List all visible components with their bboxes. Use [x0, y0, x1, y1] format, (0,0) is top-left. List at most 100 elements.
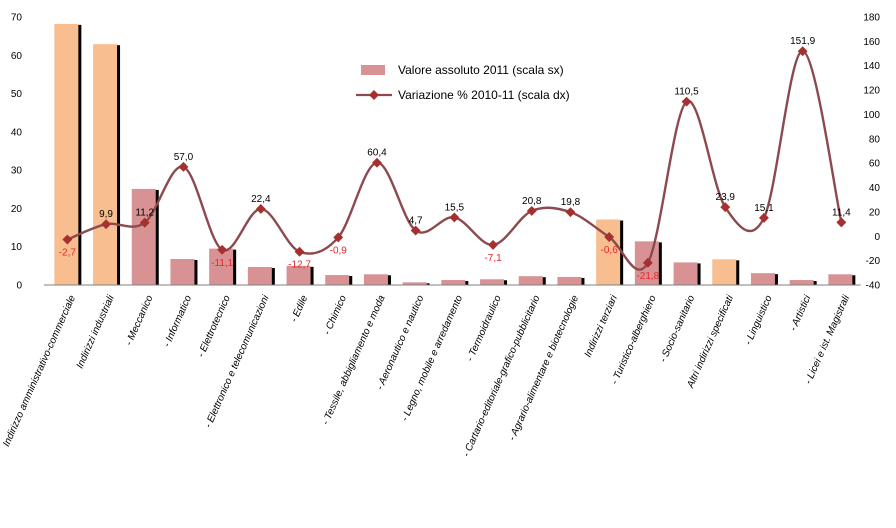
line-marker — [101, 219, 111, 230]
data-label: 15,5 — [445, 202, 465, 213]
y-tick-label: 60 — [11, 51, 23, 62]
category-label: - Socio-sanitario — [658, 293, 698, 364]
data-labels: -2,7 9,9 11,2 57,0 -11,1 22,4 -12,7 -0,9 60,4 4,7… — [59, 36, 851, 282]
bar — [828, 274, 853, 285]
line-marker — [720, 202, 731, 213]
category-label: - Turistico-alberghiero — [609, 293, 658, 386]
right-axis: -40 -20 0 20 40 60 80 100 120 140 160 180 — [863, 13, 880, 292]
line-marker — [488, 239, 498, 250]
data-label: 20,8 — [522, 196, 542, 207]
line-marker — [681, 96, 692, 107]
category-label: Indirizzi industriali — [75, 293, 117, 370]
y2-tick-label: 180 — [863, 13, 880, 24]
category-label: - Elettrotecnico — [196, 293, 233, 359]
y2-tick-label: 20 — [869, 207, 881, 218]
line-marker — [372, 157, 382, 168]
line-marker — [642, 257, 653, 268]
bar — [170, 258, 195, 285]
y-tick-label: 0 — [16, 281, 22, 292]
y2-tick-label: 0 — [874, 232, 880, 243]
category-label: - Agrario-alimentare e biotecnologie — [507, 293, 582, 442]
line-marker — [604, 232, 615, 242]
data-label: 60,4 — [367, 148, 387, 159]
data-label: 110,5 — [674, 87, 699, 98]
y-tick-label: 10 — [11, 242, 23, 253]
category-label: - Licei e ist. Magistrali — [803, 293, 852, 386]
data-label: -0,9 — [330, 245, 348, 256]
y2-tick-label: 40 — [869, 183, 881, 194]
y-tick-label: 70 — [11, 13, 23, 24]
data-label: -0,6 — [601, 245, 619, 256]
bar — [557, 276, 582, 285]
legend-bar-label: Valore assoluto 2011 (scala sx) — [398, 63, 564, 77]
line-marker — [333, 232, 344, 243]
category-label: Indirizzi terziari — [583, 293, 620, 359]
data-label: 11,2 — [135, 208, 154, 219]
line-marker — [217, 244, 228, 255]
line-marker — [526, 205, 537, 216]
bar — [93, 44, 118, 285]
bar — [712, 259, 737, 285]
bar — [286, 265, 311, 285]
line-marker — [62, 234, 73, 245]
data-label: -2,7 — [59, 248, 77, 259]
data-label: -12,7 — [288, 260, 311, 271]
bar — [54, 23, 79, 286]
y2-tick-label: -40 — [866, 281, 881, 292]
category-label: - Cartario-editoriale-grafico-pubblicita… — [461, 293, 543, 458]
bar — [402, 282, 427, 285]
line-marker — [410, 225, 421, 236]
bar — [673, 262, 698, 285]
data-label: -21,8 — [636, 271, 659, 282]
bar — [518, 276, 543, 285]
line-marker — [139, 217, 150, 228]
legend: Valore assoluto 2011 (scala sx) Variazio… — [356, 63, 570, 102]
data-label: 151,9 — [790, 36, 815, 47]
line-marker — [836, 217, 847, 228]
category-label: - Chimico — [322, 293, 349, 336]
y2-tick-label: 80 — [869, 134, 881, 145]
category-label: - Linguistico — [743, 293, 775, 347]
bar — [209, 248, 234, 285]
data-label: -7,1 — [484, 253, 502, 264]
bar — [750, 273, 775, 285]
y-tick-label: 40 — [11, 127, 23, 138]
bar — [131, 188, 156, 285]
y-tick-label: 50 — [11, 89, 23, 100]
y2-tick-label: -20 — [866, 256, 881, 267]
bar — [480, 279, 505, 285]
data-label: -11,1 — [211, 258, 233, 269]
category-label: - Informatico — [162, 293, 195, 349]
y2-tick-label: 100 — [863, 110, 880, 121]
legend-line-label: Variazione % 2010-11 (scala dx) — [398, 88, 570, 102]
category-label: Indirizzo amministrativo-commerciale — [1, 293, 78, 448]
data-label: 9,9 — [99, 209, 113, 220]
line-marker — [255, 204, 266, 214]
data-label: 57,0 — [174, 152, 194, 163]
line-marker — [797, 46, 808, 57]
bar — [363, 274, 388, 285]
category-label: - Artistici — [788, 293, 814, 333]
line-marker — [449, 212, 460, 223]
category-label: - Edile — [289, 293, 311, 324]
line-marker — [178, 161, 189, 172]
data-label: 22,4 — [251, 194, 271, 205]
data-label: 15,1 — [754, 203, 774, 214]
bar — [325, 275, 350, 285]
data-label: 4,7 — [409, 216, 423, 227]
line-marker — [294, 246, 305, 257]
data-label: 23,9 — [716, 192, 736, 203]
category-labels: Indirizzo amministrativo-commercialeIndi… — [1, 293, 852, 459]
line-marker — [565, 207, 576, 218]
legend-bar-swatch — [361, 65, 385, 75]
left-axis: 0 10 20 30 40 50 60 70 — [11, 13, 23, 292]
data-label: 11,4 — [832, 207, 851, 218]
category-label: - Meccanico — [124, 293, 156, 347]
y-tick-label: 20 — [11, 204, 23, 215]
bars — [54, 23, 856, 286]
bar — [247, 267, 272, 285]
legend-line-marker — [369, 90, 379, 100]
y2-tick-label: 60 — [869, 159, 881, 170]
bar — [789, 280, 814, 285]
